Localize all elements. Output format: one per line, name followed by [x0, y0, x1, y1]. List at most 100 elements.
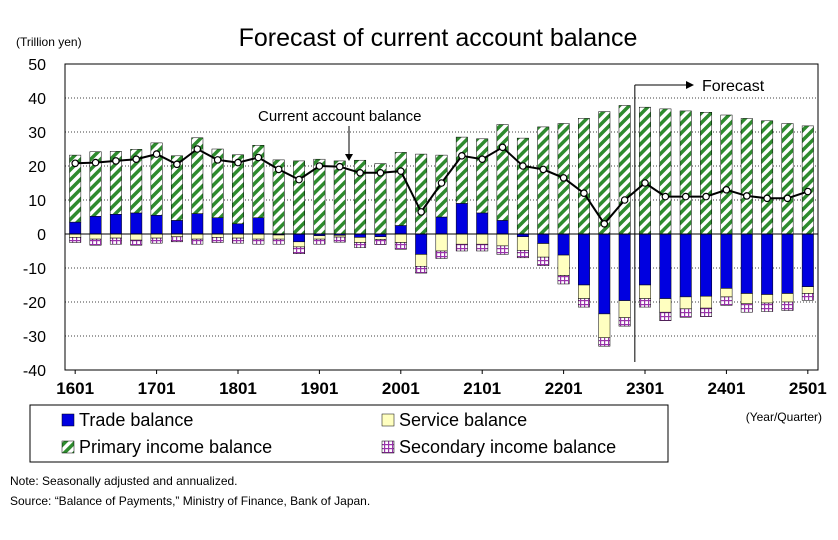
x-tick-label: 2101 [463, 379, 501, 398]
current-account-point [478, 155, 487, 164]
x-tick-label: 2301 [626, 379, 664, 398]
bar-trade [578, 233, 590, 286]
y-tick-label: 20 [28, 159, 46, 176]
bar-trade [700, 233, 713, 297]
bar-trade [476, 212, 489, 235]
bar-service [415, 254, 428, 267]
forecast-arrowhead [686, 81, 694, 89]
bar-service [679, 296, 692, 310]
bar-service [700, 295, 713, 309]
bar-primary [150, 142, 163, 216]
bar-trade [761, 233, 774, 295]
bar-trade [293, 233, 305, 243]
y-axis-ticks: 50 40 30 20 10 0 -10 -20 -30 -40 [23, 57, 46, 380]
legend-swatch-secondary [381, 440, 395, 454]
bar-secondary [252, 238, 265, 245]
current-account-point [641, 179, 649, 187]
y-tick-label: 10 [28, 193, 46, 210]
bar-secondary [232, 237, 244, 244]
bar-service [394, 233, 407, 243]
current-account-point [559, 174, 568, 182]
current-account-point [71, 159, 79, 168]
current-account-point [804, 187, 812, 196]
bar-service [720, 288, 733, 298]
bar-secondary [333, 236, 346, 243]
bar-service [761, 294, 774, 304]
bar-primary [333, 160, 346, 235]
bar-secondary [659, 311, 672, 321]
current-account-point [234, 158, 242, 167]
chart-title: Forecast of current account balance [239, 24, 638, 52]
x-tick-label: 1601 [56, 379, 94, 398]
bar-primary [130, 149, 143, 214]
x-tick-label: 1801 [219, 379, 257, 398]
legend-box [29, 404, 669, 463]
bar-service [69, 233, 82, 238]
bar-secondary [191, 238, 204, 245]
bar-secondary [679, 308, 692, 318]
bar-primary [496, 124, 509, 221]
bar-primary [109, 151, 122, 215]
bar-service [109, 233, 122, 239]
bar-trade [537, 233, 550, 244]
bar-secondary [476, 243, 489, 252]
bar-secondary [293, 246, 305, 254]
current-account-point [213, 156, 222, 164]
y-unit-label: (Trillion yen) [16, 35, 82, 49]
current-account-point [274, 165, 283, 174]
current-account-point [681, 192, 690, 201]
bar-service [130, 233, 143, 241]
current-account-point [580, 189, 588, 198]
bar-service [89, 233, 102, 240]
bar-trade [801, 233, 814, 287]
grid-lines [65, 97, 818, 337]
bar-trade [496, 220, 509, 235]
bar-trade [211, 217, 224, 235]
bar-primary [313, 158, 326, 235]
bar-primary [618, 105, 631, 235]
current-account-point [763, 194, 771, 203]
bar-trade [557, 233, 570, 256]
bar-service [293, 241, 305, 248]
bar-trade [781, 233, 794, 294]
bar-secondary [89, 238, 102, 246]
footnote-source: Source: “Balance of Payments,” Ministry … [10, 494, 371, 508]
y-tick-label: 40 [28, 91, 46, 108]
current-account-point [356, 169, 364, 177]
current-account-point [132, 155, 141, 164]
legend-label-service: Service balance [399, 410, 527, 430]
bar-primary [740, 118, 753, 235]
current-account-point [519, 162, 527, 170]
bar-service [211, 233, 224, 238]
bar-service [516, 236, 529, 251]
bar-primary [170, 155, 183, 221]
bar-primary [801, 125, 814, 235]
bar-secondary [455, 243, 468, 252]
bar-trade [130, 212, 143, 235]
x-tick-label: 2201 [545, 379, 583, 398]
legend-swatch-service [381, 413, 395, 427]
current-account-point [437, 179, 446, 187]
current-account-point [152, 150, 161, 158]
current-account-point [173, 160, 181, 169]
bar-trade [394, 225, 407, 235]
bar-primary [455, 136, 468, 204]
bar-trade [89, 216, 102, 235]
bar-secondary [496, 245, 509, 255]
bar-secondary [272, 238, 285, 245]
legend-item-service: Service balance [381, 410, 527, 430]
bar-primary [700, 112, 713, 235]
bar-service [557, 254, 570, 276]
bar-primary [578, 118, 590, 235]
current-account-point [498, 143, 507, 152]
bar-secondary [639, 298, 651, 308]
legend-label-trade: Trade balance [79, 410, 193, 430]
x-tick-label: 1701 [138, 379, 176, 398]
legend-label-secondary: Secondary income balance [399, 437, 616, 457]
bar-primary [781, 123, 794, 235]
bar-service [455, 233, 468, 245]
bar-secondary [578, 298, 590, 308]
y-tick-label: 0 [37, 227, 46, 244]
bar-primary [476, 138, 489, 214]
